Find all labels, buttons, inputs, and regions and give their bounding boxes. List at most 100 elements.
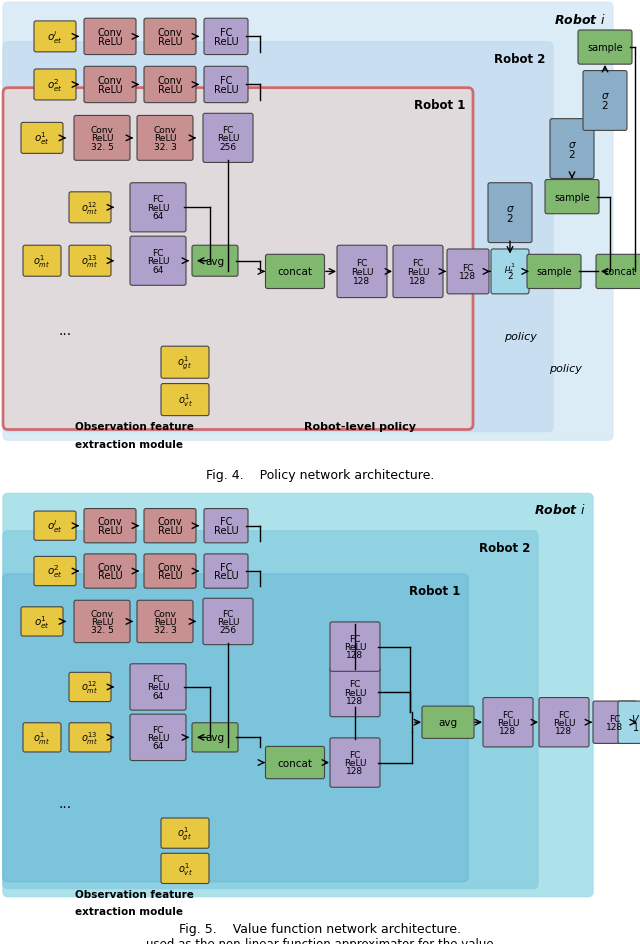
Text: avg: avg [205, 257, 225, 266]
Text: Conv: Conv [157, 516, 182, 527]
Text: $\mu_t^1$: $\mu_t^1$ [504, 261, 516, 276]
Text: ReLU: ReLU [344, 758, 366, 767]
FancyBboxPatch shape [483, 698, 533, 747]
FancyBboxPatch shape [550, 120, 594, 179]
Text: sample: sample [587, 43, 623, 53]
Text: Conv: Conv [157, 562, 182, 572]
FancyBboxPatch shape [583, 72, 627, 131]
Text: 128: 128 [346, 767, 364, 775]
Text: $o_{et}^{2}$: $o_{et}^{2}$ [47, 563, 63, 580]
Text: avg: avg [438, 717, 458, 728]
FancyBboxPatch shape [69, 246, 111, 277]
Text: $o_{et}^{1}$: $o_{et}^{1}$ [34, 614, 50, 631]
Text: Conv: Conv [98, 562, 122, 572]
FancyBboxPatch shape [204, 19, 248, 56]
Text: FC: FC [609, 714, 621, 723]
Text: ...: ... [58, 324, 72, 338]
Text: policy: policy [548, 363, 581, 373]
FancyBboxPatch shape [204, 509, 248, 543]
Text: $o_{gt}^{1}$: $o_{gt}^{1}$ [177, 354, 193, 372]
Text: Conv: Conv [91, 126, 113, 135]
Text: Fig. 4.    Policy network architecture.: Fig. 4. Policy network architecture. [206, 468, 434, 481]
FancyBboxPatch shape [34, 512, 76, 541]
Text: Robot-level policy: Robot-level policy [304, 422, 416, 431]
FancyBboxPatch shape [74, 600, 130, 643]
FancyBboxPatch shape [192, 723, 238, 752]
Text: FC: FC [220, 562, 232, 572]
Text: FC: FC [412, 259, 424, 268]
Text: extraction module: extraction module [75, 440, 183, 450]
Text: ...: ... [58, 796, 72, 810]
FancyBboxPatch shape [203, 114, 253, 163]
FancyBboxPatch shape [618, 701, 640, 744]
FancyBboxPatch shape [422, 706, 474, 738]
Text: FC: FC [152, 194, 164, 204]
Text: FC: FC [349, 634, 361, 643]
Text: sample: sample [536, 267, 572, 278]
Text: 64: 64 [152, 741, 164, 750]
Text: Robot 1: Robot 1 [413, 99, 465, 112]
FancyBboxPatch shape [161, 346, 209, 379]
Text: Observation feature: Observation feature [75, 888, 194, 899]
Text: FC: FC [220, 27, 232, 38]
FancyBboxPatch shape [488, 183, 532, 244]
FancyBboxPatch shape [3, 494, 593, 897]
Text: 128: 128 [607, 722, 623, 731]
FancyBboxPatch shape [21, 124, 63, 154]
Text: FC: FC [152, 675, 164, 683]
Text: Conv: Conv [91, 609, 113, 618]
Text: $o_{mt}^{12}$: $o_{mt}^{12}$ [81, 679, 99, 696]
Text: $o_{mt}^{12}$: $o_{mt}^{12}$ [81, 200, 99, 216]
FancyBboxPatch shape [330, 738, 380, 787]
Text: ReLU: ReLU [344, 643, 366, 651]
FancyBboxPatch shape [34, 70, 76, 101]
Text: $o_{mt}^{13}$: $o_{mt}^{13}$ [81, 253, 99, 270]
Text: Conv: Conv [98, 27, 122, 38]
FancyBboxPatch shape [539, 698, 589, 747]
Text: $o_{mt}^{1}$: $o_{mt}^{1}$ [33, 729, 51, 746]
Text: ReLU: ReLU [214, 526, 238, 535]
Text: 32. 3: 32. 3 [154, 626, 177, 634]
Text: $o_{mt}^{1}$: $o_{mt}^{1}$ [33, 253, 51, 270]
Text: concat: concat [604, 267, 636, 278]
Text: $o_{et}^{i}$: $o_{et}^{i}$ [47, 29, 63, 45]
Text: ReLU: ReLU [407, 267, 429, 277]
Text: ReLU: ReLU [154, 617, 176, 626]
FancyBboxPatch shape [330, 622, 380, 671]
FancyBboxPatch shape [596, 255, 640, 289]
Text: ReLU: ReLU [351, 267, 373, 277]
Text: $o_{vt}^{1}$: $o_{vt}^{1}$ [177, 392, 193, 409]
Text: FC: FC [220, 76, 232, 86]
FancyBboxPatch shape [161, 384, 209, 416]
Text: ReLU: ReLU [91, 134, 113, 143]
Text: Robot 1: Robot 1 [408, 584, 460, 598]
Text: Conv: Conv [98, 76, 122, 86]
FancyBboxPatch shape [204, 67, 248, 104]
FancyBboxPatch shape [69, 723, 111, 752]
FancyBboxPatch shape [266, 747, 324, 779]
Text: FC: FC [152, 725, 164, 733]
Text: Robot 2: Robot 2 [479, 541, 530, 554]
FancyBboxPatch shape [144, 509, 196, 543]
Text: 128: 128 [353, 277, 371, 285]
FancyBboxPatch shape [3, 42, 553, 432]
Text: 2: 2 [507, 272, 513, 281]
Text: FC: FC [349, 680, 361, 688]
Text: ReLU: ReLU [147, 683, 169, 692]
Text: ReLU: ReLU [497, 718, 519, 727]
FancyBboxPatch shape [161, 853, 209, 884]
FancyBboxPatch shape [130, 664, 186, 711]
Text: 256: 256 [220, 143, 237, 152]
Text: ReLU: ReLU [91, 617, 113, 626]
Text: 2: 2 [602, 101, 608, 111]
Text: 256: 256 [220, 626, 237, 634]
FancyBboxPatch shape [74, 116, 130, 161]
Text: $\sigma$: $\sigma$ [568, 140, 577, 149]
Text: $o_{et}^{2}$: $o_{et}^{2}$ [47, 77, 63, 93]
Text: ReLU: ReLU [214, 85, 238, 95]
FancyBboxPatch shape [130, 183, 186, 232]
Text: used as the non-linear function approximator for the value: used as the non-linear function approxim… [146, 937, 494, 944]
FancyBboxPatch shape [69, 193, 111, 224]
FancyBboxPatch shape [69, 673, 111, 701]
Text: ReLU: ReLU [157, 526, 182, 535]
